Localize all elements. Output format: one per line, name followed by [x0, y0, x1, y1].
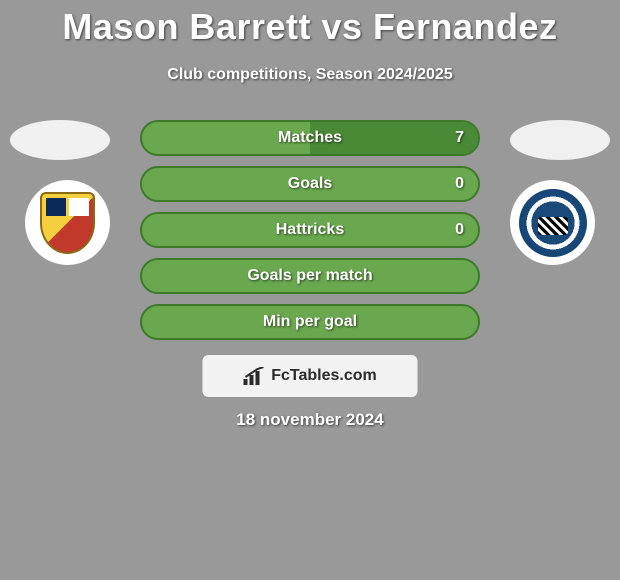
shield-icon: [40, 192, 95, 254]
stat-label: Goals per match: [247, 267, 372, 285]
shield-icon: [519, 189, 587, 257]
subtitle: Club competitions, Season 2024/2025: [0, 66, 620, 84]
stat-row: Hattricks 0: [140, 212, 480, 248]
stat-row: Goals per match: [140, 258, 480, 294]
source-attribution: FcTables.com: [203, 355, 418, 397]
club-badge-left: [25, 180, 110, 265]
stat-label: Hattricks: [276, 221, 344, 239]
club-badge-right: [510, 180, 595, 265]
stat-value-right: 7: [455, 129, 464, 147]
stat-row: Goals 0: [140, 166, 480, 202]
source-label: FcTables.com: [271, 367, 377, 385]
player-photo-left: [10, 120, 110, 160]
stat-label: Min per goal: [263, 313, 357, 331]
date-label: 18 november 2024: [0, 410, 620, 430]
stat-row: Matches 7: [140, 120, 480, 156]
stat-value-right: 0: [455, 175, 464, 193]
stat-label: Goals: [288, 175, 332, 193]
page-title: Mason Barrett vs Fernandez: [0, 0, 620, 48]
stats-panel: Matches 7 Goals 0 Hattricks 0 Goals per match M…: [140, 120, 480, 350]
stat-value-right: 0: [455, 221, 464, 239]
stat-label: Matches: [278, 129, 342, 147]
chart-icon: [243, 367, 265, 385]
player-photo-right: [510, 120, 610, 160]
stat-row: Min per goal: [140, 304, 480, 340]
